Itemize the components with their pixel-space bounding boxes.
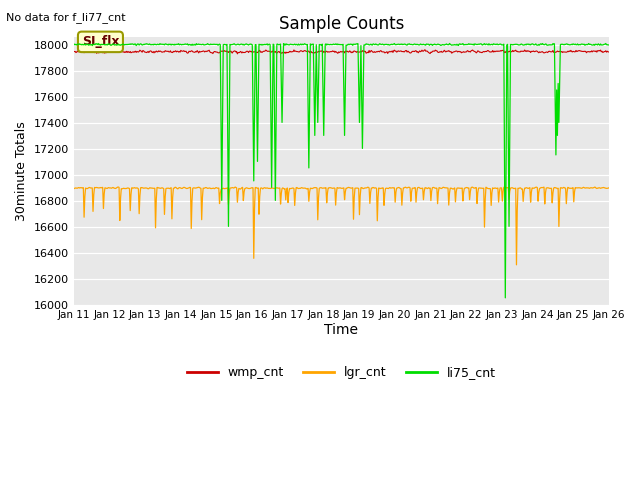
Y-axis label: 30minute Totals: 30minute Totals — [15, 121, 28, 221]
Legend: wmp_cnt, lgr_cnt, li75_cnt: wmp_cnt, lgr_cnt, li75_cnt — [182, 361, 500, 384]
Text: SI_flx: SI_flx — [82, 36, 119, 48]
Title: Sample Counts: Sample Counts — [278, 15, 404, 33]
Text: No data for f_li77_cnt: No data for f_li77_cnt — [6, 12, 126, 23]
X-axis label: Time: Time — [324, 323, 358, 336]
